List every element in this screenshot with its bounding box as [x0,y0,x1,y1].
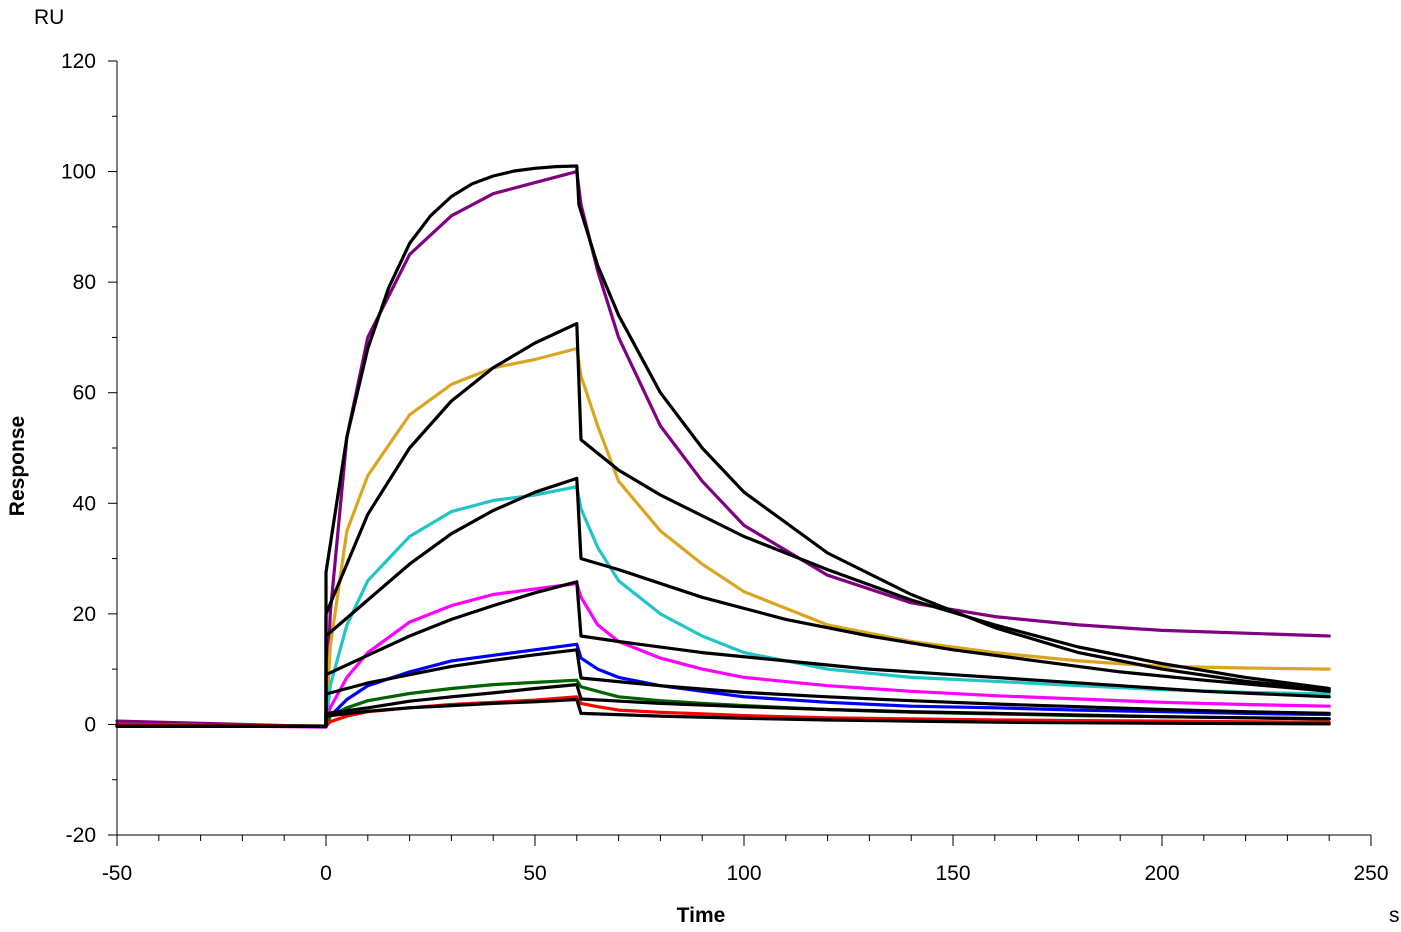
y-axis-title: Response [6,416,29,516]
response-curve-1 [115,346,1331,728]
y-ticks: -20 0 20 40 60 80 100 120 [61,50,117,847]
y-tick-label: 100 [61,161,96,184]
series-layer [115,164,1331,729]
plot-area [115,164,1331,729]
y-tick-label: 120 [61,50,96,73]
response-curve-4 [115,642,1331,729]
fit-curve-8 [115,322,1331,728]
y-tick-label: 60 [73,382,96,405]
fit-curve-7 [115,164,1331,728]
x-ticks: -50 0 50 100 150 200 250 [102,835,1389,885]
x-unit-label: s [1389,904,1400,927]
x-tick-label: 0 [320,862,332,885]
fit-curve-12 [115,682,1331,728]
x-tick-label: 100 [726,862,761,885]
x-tick-label: 200 [1144,862,1179,885]
y-tick-label: 80 [73,271,96,294]
x-tick-label: -50 [102,862,132,885]
y-unit-label: RU [34,6,64,29]
fit-curve-13 [115,697,1331,728]
x-axis-title: Time [677,904,726,927]
axes-layer: -20 0 20 40 60 80 100 120 -50 0 50 100 150 200 250 [61,50,1389,885]
response-curve-2 [115,485,1331,728]
x-tick-label: 250 [1353,862,1388,885]
response-curve-3 [115,581,1331,729]
x-tick-label: 150 [935,862,970,885]
y-tick-label: 40 [73,492,96,515]
fit-curve-11 [115,648,1331,728]
y-tick-label: 0 [84,713,96,736]
fit-curve-9 [115,476,1331,728]
y-tick-label: -20 [66,824,96,847]
response-curve-0 [115,170,1331,729]
x-tick-label: 50 [523,862,546,885]
y-tick-label: 20 [73,603,96,626]
fit-curve-10 [115,580,1331,728]
